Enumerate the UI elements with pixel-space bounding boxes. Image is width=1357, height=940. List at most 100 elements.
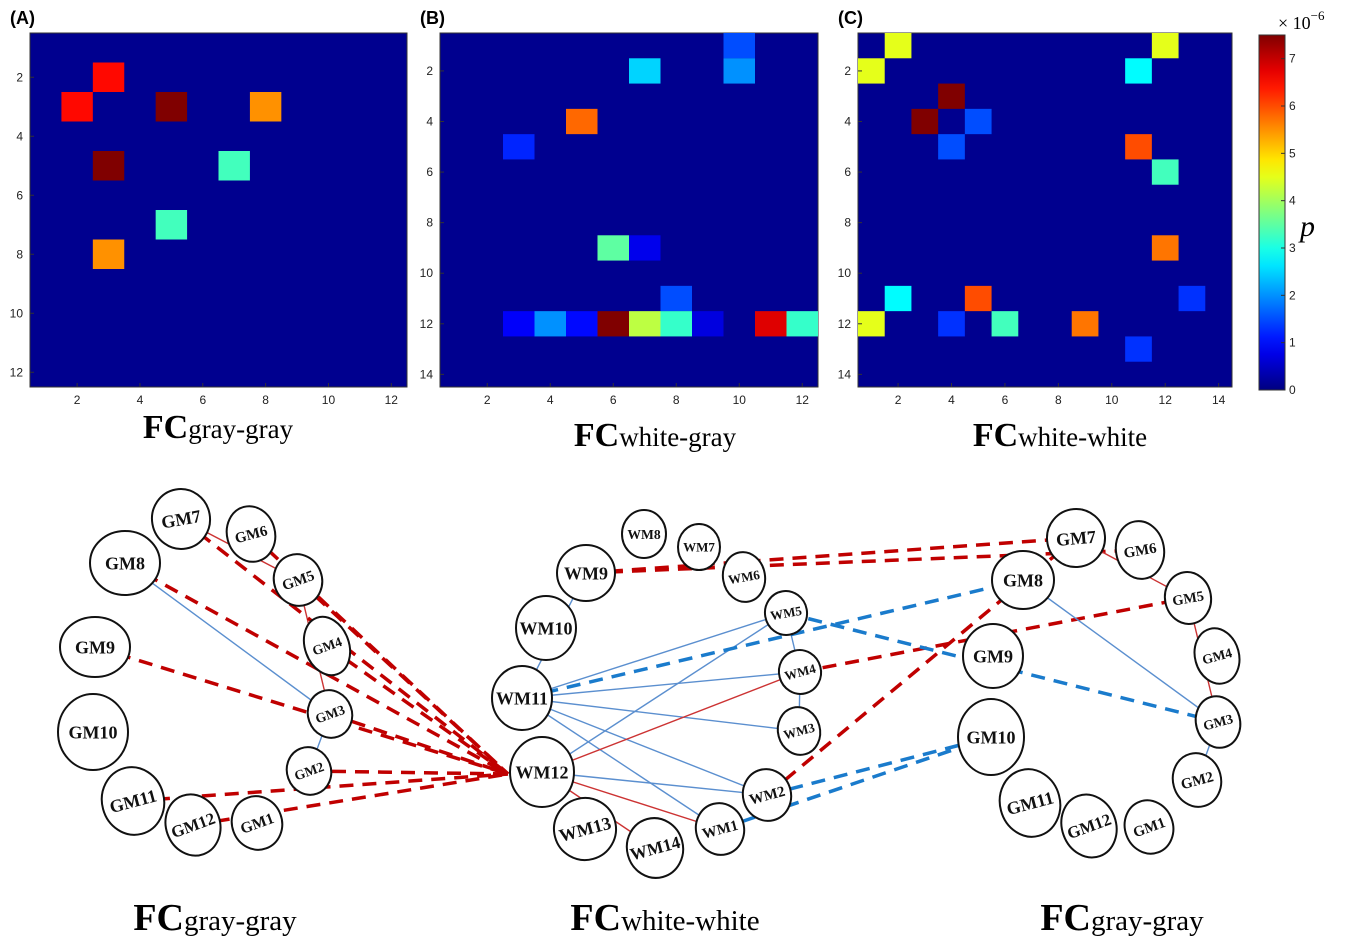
caption-fc: FC	[1040, 897, 1091, 939]
heatmap-cell	[597, 311, 629, 337]
y-tick-label: 2	[16, 70, 23, 84]
edge-gm-wm-dashed	[329, 712, 509, 776]
caption-sub: gray-gray	[188, 414, 293, 444]
center-node-wm12: WM12	[509, 736, 575, 808]
heatmap-cell	[858, 58, 885, 84]
x-tick-label: 4	[948, 393, 955, 407]
heatmap-cell	[911, 108, 939, 135]
x-tick-label: 8	[262, 393, 269, 407]
heatmap-2: 2 4 6 8 10 12 2 4 6 8 10 12 14 (B)	[420, 8, 819, 407]
left-node-gm12: GM12	[164, 793, 222, 857]
heatmap-cell	[566, 311, 598, 337]
center-node-wm1: WM1	[694, 802, 746, 856]
right-node-gm6: GM6	[1114, 520, 1166, 580]
heatmap-cell	[534, 311, 566, 337]
caption-sub: white-white	[621, 905, 760, 937]
colorbar-tick-label: 4	[1289, 194, 1296, 208]
heatmap-cell	[964, 108, 992, 135]
heatmap-cell	[660, 311, 692, 337]
caption-sub: white-white	[1018, 422, 1147, 452]
caption-sub: gray-gray	[1091, 905, 1204, 937]
heatmap-3: 2 4 6 8 10 12 14 2 4 6 8 10 12 14 (C)	[838, 8, 1233, 407]
node-ellipse	[515, 595, 577, 661]
heatmap-cell	[1151, 159, 1179, 185]
heatmap-cell	[92, 62, 125, 92]
node-label: GM6	[1123, 540, 1158, 561]
colorbar: 0 1 2 3 4 5 6 7 × 10−6 p	[1258, 8, 1325, 397]
node-label: GM9	[973, 646, 1013, 666]
caption-fc: FC	[570, 897, 621, 939]
heatmap-caption: FCgray-gray	[143, 409, 294, 446]
right-node-gm8: GM8	[991, 550, 1055, 610]
edge-gm-wm-dashed	[308, 769, 509, 776]
edge-gm-wm-dashed	[296, 578, 510, 776]
left-node-gm1: GM1	[230, 795, 284, 851]
y-tick-label: 4	[844, 115, 851, 129]
node-ellipse	[1193, 627, 1241, 685]
x-tick-label: 2	[74, 393, 81, 407]
heatmap-cell	[1125, 58, 1152, 84]
heatmap-plot-area	[29, 32, 408, 388]
node-label: WM6	[727, 567, 761, 587]
network-caption: FCwhite-white	[570, 897, 759, 939]
panel-letter: (B)	[420, 8, 445, 28]
node-ellipse	[556, 544, 616, 602]
heatmap-cell	[503, 311, 535, 337]
heatmap-cell	[786, 311, 818, 337]
center-node-wm6: WM6	[721, 551, 767, 603]
node-ellipse	[1194, 695, 1242, 749]
edge-wm-gm-dashed	[521, 578, 1024, 700]
right-node-gm3: GM3	[1194, 695, 1242, 749]
colorbar-exponent: × 10−6	[1278, 8, 1325, 33]
heatmap-cell	[723, 58, 755, 84]
network-caption: FCgray-gray	[1040, 897, 1204, 939]
y-tick-label: 6	[16, 188, 23, 202]
caption-fc: FC	[133, 897, 184, 939]
colorbar-tick-label: 2	[1289, 288, 1296, 302]
heatmap-cell	[991, 311, 1019, 337]
right-node-gm2: GM2	[1171, 752, 1223, 808]
node-ellipse	[302, 615, 352, 677]
caption-fc: FC	[973, 417, 1018, 454]
y-tick-label: 8	[16, 247, 23, 261]
x-tick-label: 4	[547, 393, 554, 407]
edge-wm-gm-dashed	[766, 735, 992, 797]
colorbar-tick-label: 5	[1289, 146, 1296, 160]
center-node-wm14: WM14	[625, 817, 685, 879]
node-label: WM10	[520, 618, 573, 638]
y-tick-label: 14	[420, 367, 434, 381]
node-label: GM5	[1171, 588, 1205, 609]
left-node-gm4: GM4	[302, 615, 352, 677]
heatmap-cell	[938, 134, 965, 160]
node-ellipse	[621, 509, 667, 559]
edge-wm-wm	[541, 771, 768, 796]
node-ellipse	[150, 488, 212, 550]
colorbar-tick-label: 1	[1289, 336, 1296, 350]
y-tick-label: 6	[844, 165, 851, 179]
node-ellipse	[491, 665, 553, 731]
node-ellipse	[272, 553, 324, 607]
heatmap-cell	[1125, 134, 1152, 160]
center-node-wm3: WM3	[776, 706, 822, 756]
heatmap-cell	[92, 151, 125, 181]
heatmap-caption: FCwhite-gray	[574, 417, 737, 454]
heatmap-cell	[938, 83, 965, 109]
edge-wm-wm	[521, 612, 787, 699]
edge-wm-wm	[521, 697, 768, 796]
y-tick-label: 8	[426, 216, 433, 230]
heatmap-cell	[723, 33, 755, 59]
node-ellipse	[1046, 508, 1106, 568]
node-label: GM8	[105, 553, 145, 573]
edge-wm-gm-dashed	[785, 611, 1219, 724]
node-ellipse	[89, 530, 161, 596]
edge-wm-gm-dashed	[585, 536, 1077, 575]
y-tick-label: 2	[844, 64, 851, 78]
node-ellipse	[957, 698, 1025, 776]
node-label: GM10	[69, 722, 118, 742]
y-tick-label: 4	[16, 129, 23, 143]
heatmap-cell	[1071, 311, 1099, 337]
node-ellipse	[1060, 793, 1118, 859]
